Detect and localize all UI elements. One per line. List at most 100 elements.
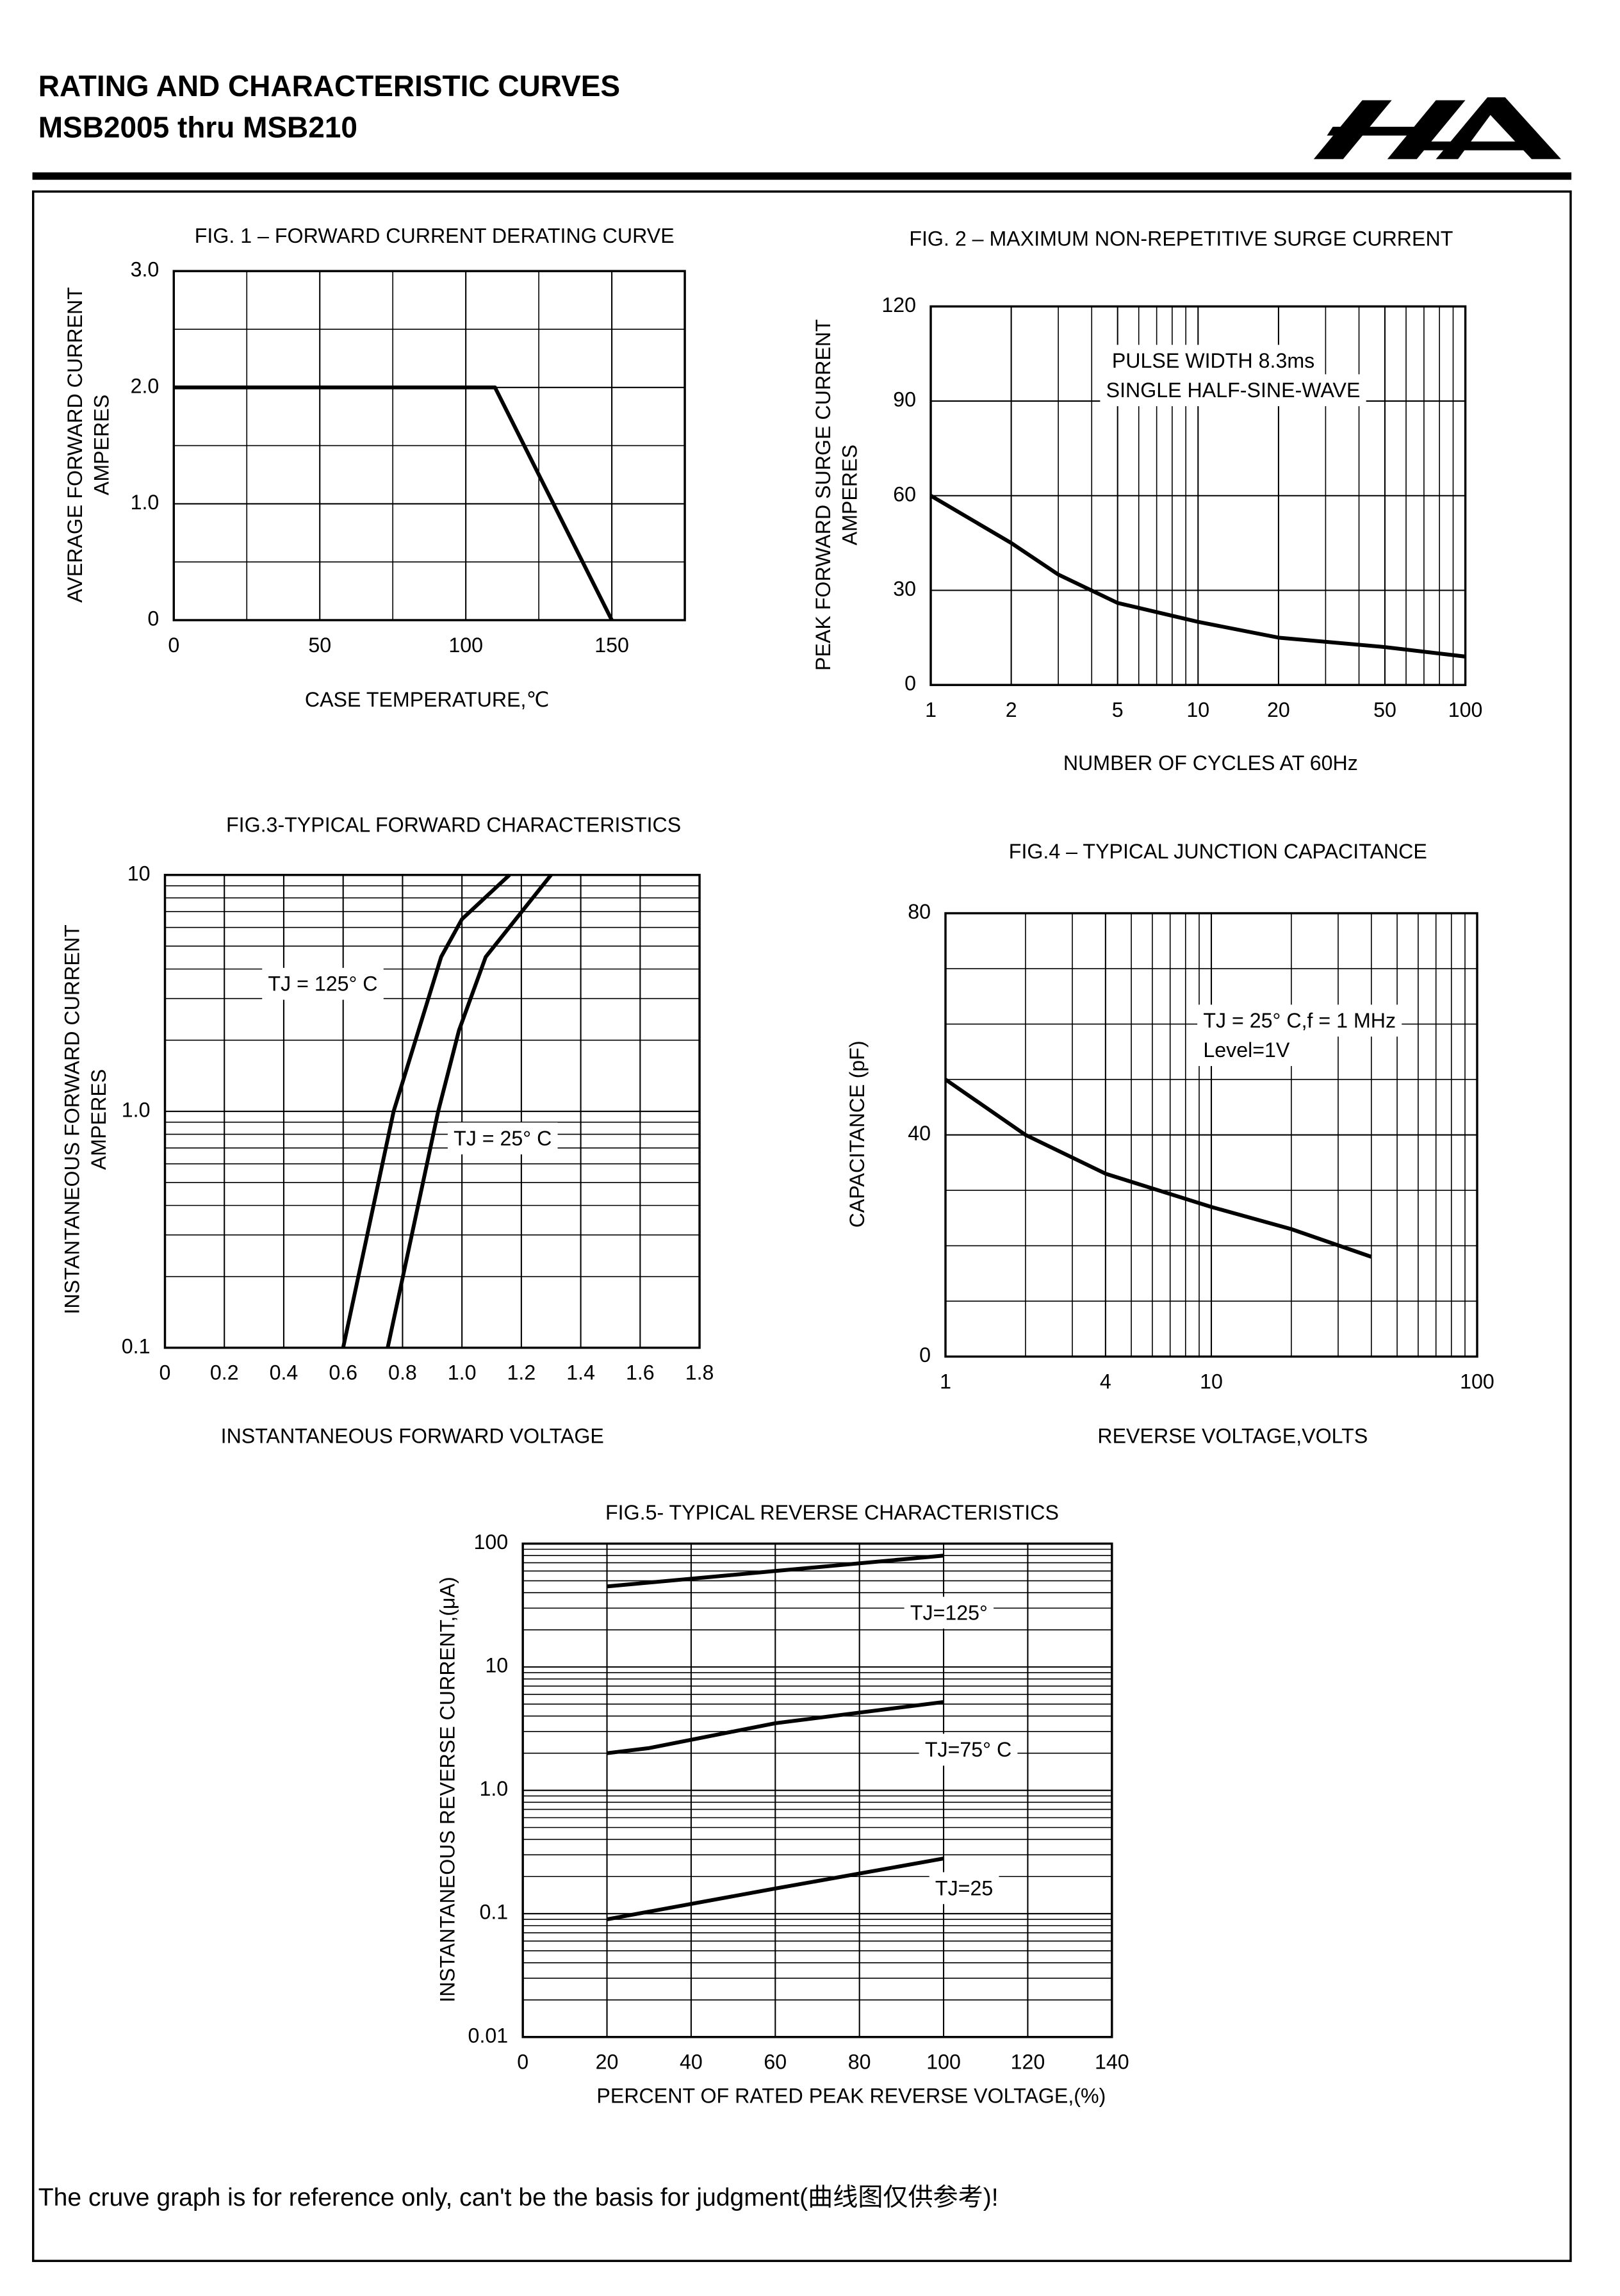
chart-title: FIG.3-TYPICAL FORWARD CHARACTERISTICS — [226, 813, 681, 836]
y-tick-label: 3.0 — [131, 258, 160, 281]
y-axis-label: CAPACITANCE (pF) — [846, 1040, 869, 1227]
x-tick-label: 100 — [1460, 1370, 1494, 1393]
annotation: SINGLE HALF-SINE-WAVE — [1106, 379, 1361, 402]
y-tick-label: 0.1 — [479, 1901, 508, 1924]
x-axis-label: CASE TEMPERATURE,℃ — [305, 688, 550, 711]
y-tick-label: 1.0 — [122, 1098, 151, 1121]
y-tick-label: 0 — [147, 607, 159, 630]
y-tick-label: 2.0 — [131, 374, 160, 397]
x-tick-label: 0.2 — [210, 1361, 239, 1384]
x-tick-label: 0.6 — [329, 1361, 357, 1384]
x-tick-label: 4 — [1100, 1370, 1111, 1393]
x-axis-label: INSTANTANEOUS FORWARD VOLTAGE — [221, 1425, 604, 1448]
x-tick-label: 0 — [160, 1361, 171, 1384]
y-tick-label: 60 — [893, 482, 916, 505]
annotation-group: Level=1V — [1197, 1034, 1297, 1067]
chart-title: FIG.5- TYPICAL REVERSE CHARACTERISTICS — [605, 1501, 1059, 1524]
series-label: TJ=75° C — [925, 1738, 1011, 1761]
y-axis-label: INSTANTANEOUS REVERSE CURRENT,(μA) — [436, 1577, 459, 2002]
x-tick-label: 50 — [1373, 698, 1396, 721]
annotation-group: TJ = 25° C,f = 1 MHz — [1197, 1004, 1402, 1037]
y-axis-label: AMPERES — [87, 1069, 110, 1170]
annotation-backing — [1100, 374, 1366, 407]
y-tick-label: 40 — [908, 1122, 931, 1145]
chart-title: FIG. 2 – MAXIMUM NON-REPETITIVE SURGE CU… — [909, 227, 1453, 250]
x-tick-label: 1.6 — [626, 1361, 655, 1384]
annotation: Level=1V — [1203, 1038, 1290, 1062]
annotation-backing — [1106, 345, 1321, 377]
x-tick-label: 1.8 — [685, 1361, 714, 1384]
series-label-backing — [262, 967, 384, 1000]
y-tick-label: 0 — [919, 1343, 931, 1366]
x-tick-label: 50 — [308, 634, 331, 657]
annotation: TJ = 25° C,f = 1 MHz — [1203, 1009, 1396, 1032]
y-axis-label: AVERAGE FORWARD CURRENT — [63, 287, 86, 603]
series-label-backing — [929, 1872, 999, 1905]
page-border — [32, 190, 1572, 2262]
plot-frame — [172, 270, 686, 621]
y-tick-label: 10 — [127, 862, 151, 885]
y-axis-label: AMPERES — [90, 395, 113, 495]
data-line — [341, 873, 511, 1349]
y-tick-label: 100 — [473, 1530, 508, 1554]
y-tick-label: 80 — [908, 900, 931, 923]
x-tick-label: 20 — [596, 2051, 619, 2074]
y-axis-label: AMPERES — [838, 445, 861, 545]
annotation-group: SINGLE HALF-SINE-WAVE — [1100, 374, 1366, 407]
series-label-group: TJ=25 — [929, 1872, 999, 1905]
page-title: RATING AND CHARACTERISTIC CURVES — [38, 69, 620, 102]
series-label-backing — [447, 1122, 558, 1155]
x-tick-label: 40 — [680, 2051, 703, 2074]
annotation-group: PULSE WIDTH 8.3ms — [1106, 345, 1321, 377]
y-tick-label: 10 — [485, 1654, 508, 1677]
x-tick-label: 150 — [594, 634, 629, 657]
series-label-backing — [904, 1596, 994, 1629]
x-axis-label: REVERSE VOLTAGE,VOLTS — [1097, 1425, 1368, 1448]
data-line — [386, 873, 553, 1349]
x-tick-label: 10 — [1200, 1370, 1223, 1393]
y-tick-label: 0.1 — [122, 1334, 151, 1357]
plot-frame — [521, 1542, 1113, 2038]
y-tick-label: 1.0 — [479, 1777, 508, 1800]
series-label-backing — [919, 1734, 1018, 1766]
y-axis-label: INSTANTANEOUS FORWARD CURRENT — [60, 924, 83, 1314]
y-tick-label: 30 — [893, 577, 916, 600]
chart-title: FIG. 1 – FORWARD CURRENT DERATING CURVE — [195, 224, 675, 247]
x-tick-label: 1 — [940, 1370, 951, 1393]
y-tick-label: 1.0 — [131, 491, 160, 514]
x-tick-label: 0 — [517, 2051, 528, 2074]
series-label-group: TJ = 125° C — [262, 967, 384, 1000]
x-tick-label: 0 — [168, 634, 179, 657]
y-tick-label: 0 — [904, 672, 916, 695]
chart-title: FIG.4 – TYPICAL JUNCTION CAPACITANCE — [1009, 840, 1427, 863]
data-line — [607, 1700, 944, 1755]
data-line — [929, 494, 1466, 659]
data-line — [607, 1857, 944, 1921]
data-line — [607, 1554, 944, 1589]
plot-frame — [163, 874, 701, 1349]
x-tick-label: 0.4 — [270, 1361, 299, 1384]
x-tick-label: 0.8 — [388, 1361, 417, 1384]
x-tick-label: 1.2 — [507, 1361, 536, 1384]
series-label: TJ=25 — [935, 1876, 993, 1899]
x-tick-label: 10 — [1186, 698, 1209, 721]
series-label: TJ=125° — [910, 1601, 988, 1624]
y-tick-label: 0.01 — [468, 2024, 509, 2047]
data-line — [944, 1078, 1372, 1259]
x-axis-label: NUMBER OF CYCLES AT 60Hz — [1063, 751, 1358, 775]
series-label: TJ = 125° C — [268, 972, 377, 996]
annotation: PULSE WIDTH 8.3ms — [1112, 349, 1314, 372]
x-tick-label: 20 — [1267, 698, 1290, 721]
x-tick-label: 100 — [1448, 698, 1483, 721]
y-tick-label: 90 — [893, 388, 916, 411]
x-tick-label: 100 — [926, 2051, 961, 2074]
header-rule — [32, 172, 1572, 180]
logo — [1313, 97, 1562, 160]
x-tick-label: 120 — [1011, 2051, 1045, 2074]
series-label-group: TJ=75° C — [919, 1734, 1018, 1766]
footer-note: The cruve graph is for reference only, c… — [38, 2184, 999, 2211]
data-line — [174, 385, 614, 621]
annotation-backing — [1197, 1034, 1297, 1067]
